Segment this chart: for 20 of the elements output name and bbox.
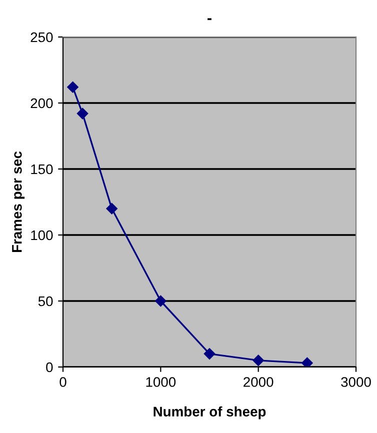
y-axis-title: Frames per sec	[12, 151, 25, 252]
y-tick-label: 0	[46, 362, 53, 372]
point	[252, 354, 264, 366]
x-tick-label: 3000	[341, 377, 371, 387]
y-tick-label: 150	[31, 164, 53, 174]
x-tick-label: 2000	[244, 377, 274, 387]
y-tick-label: 50	[38, 296, 53, 306]
chart-title: -	[208, 18, 212, 20]
point	[204, 348, 216, 360]
y-tick-label: 200	[30, 98, 53, 108]
point	[76, 108, 88, 120]
point	[155, 295, 166, 307]
x-tick-label: 1000	[146, 377, 176, 387]
y-tick-label: 250	[30, 32, 53, 42]
point	[67, 82, 78, 93]
x-axis-title: Number of sheep	[154, 406, 266, 420]
point	[302, 357, 313, 367]
point	[106, 202, 118, 214]
x-tick-label: 0	[60, 377, 66, 387]
y-tick-label: 100	[31, 230, 53, 240]
